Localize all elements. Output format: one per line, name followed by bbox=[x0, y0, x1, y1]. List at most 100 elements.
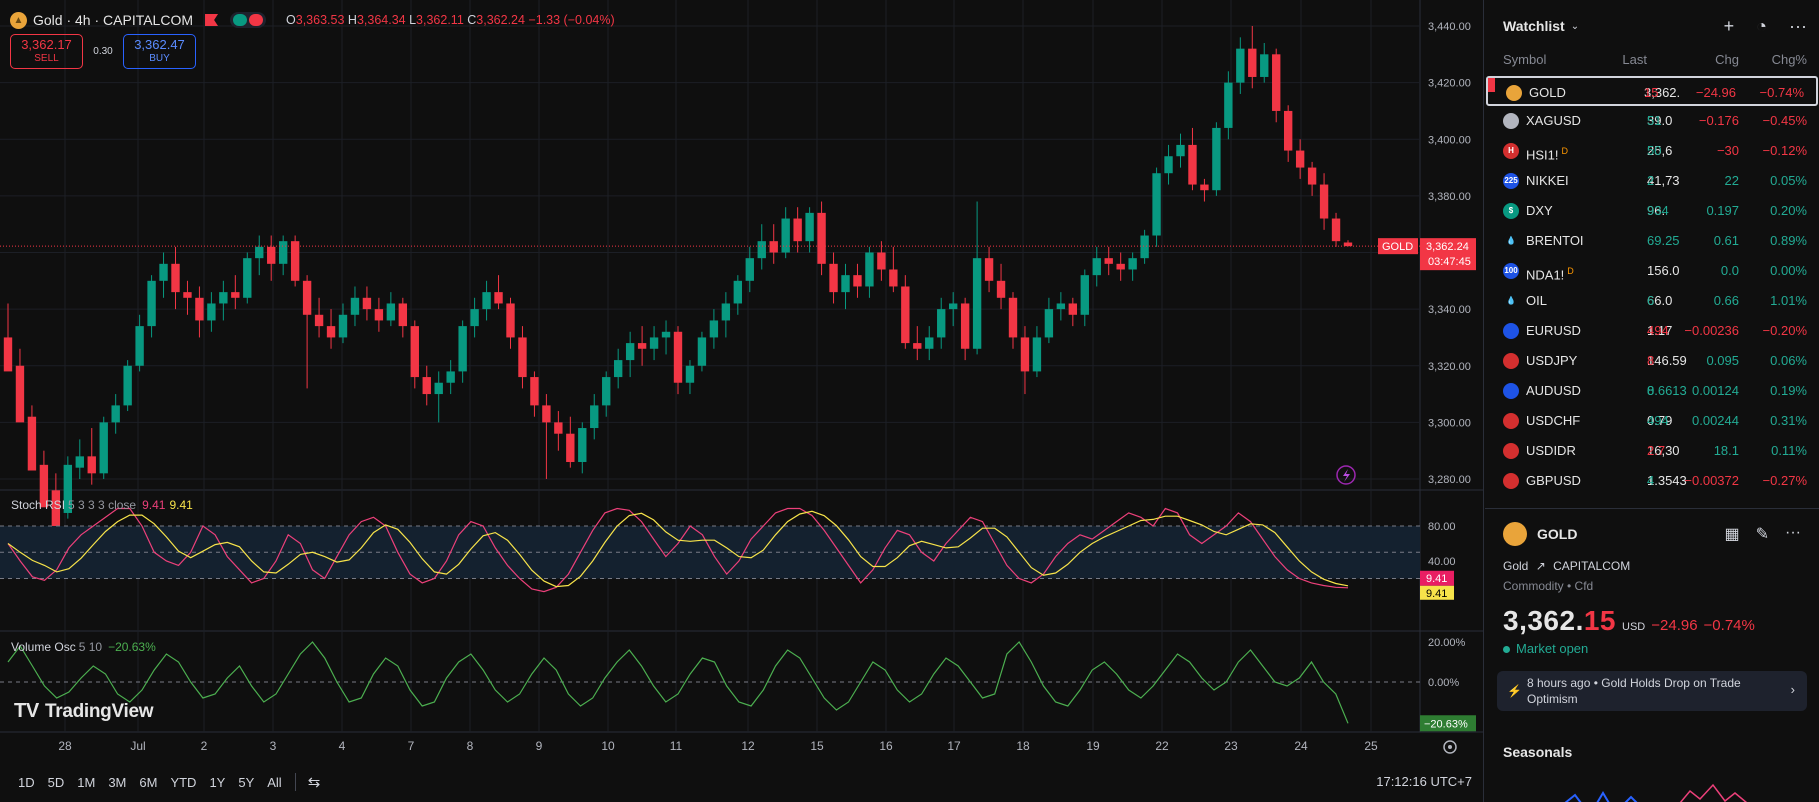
candle bbox=[793, 207, 802, 253]
symbol-icon: $ bbox=[1503, 203, 1519, 219]
delayed-badge: D bbox=[1567, 266, 1574, 276]
symbol-icon bbox=[1503, 413, 1519, 429]
detail-symbol-name[interactable]: GOLD bbox=[1537, 526, 1578, 542]
chevron-right-icon: › bbox=[1790, 682, 1795, 697]
more-icon[interactable]: ··· bbox=[1789, 15, 1807, 36]
watchlist-row-usdidr[interactable]: USDIDR 16,30 2.7 18.1 0.11% bbox=[1485, 436, 1819, 466]
time-tick-label: 24 bbox=[1294, 739, 1308, 753]
range-6m[interactable]: 6M bbox=[139, 774, 158, 790]
advanced-view-icon[interactable]: ◔ bbox=[1756, 15, 1768, 36]
watchlist-title[interactable]: Watchlist bbox=[1503, 18, 1565, 34]
col-chg-pct[interactable]: Chg% bbox=[1771, 52, 1807, 67]
detail-subtitle: Gold ↗ CAPITALCOM bbox=[1503, 559, 1631, 573]
symbol-name: OIL bbox=[1526, 293, 1547, 308]
candle bbox=[219, 280, 228, 321]
watchlist-row-gold[interactable]: GOLD 3,362. 15 −24.96 −0.74% bbox=[1486, 76, 1818, 106]
candle bbox=[602, 371, 611, 417]
range-ytd[interactable]: YTD bbox=[170, 774, 197, 790]
stoch-rsi-legend[interactable]: Stoch RSI 5 3 3 3 close 9.41 9.41 bbox=[11, 498, 193, 512]
chart-area[interactable]: 3,440.003,420.003,400.003,380.003,360.00… bbox=[0, 0, 1484, 802]
candle bbox=[255, 235, 264, 276]
date-range-icon[interactable]: ⇆ bbox=[307, 774, 321, 791]
price-tick-label: 3,400.00 bbox=[1428, 134, 1471, 146]
lightning-icon[interactable] bbox=[1336, 465, 1356, 485]
watchlist-row-dxy[interactable]: $ DXY 96. 934 0.197 0.20% bbox=[1485, 196, 1819, 226]
settings-gear-icon[interactable] bbox=[1443, 740, 1457, 754]
watchlist-row-audusd[interactable]: AUDUSD 0.6613 8 0.00124 0.19% bbox=[1485, 376, 1819, 406]
candle bbox=[757, 224, 766, 270]
price-tick-label: 3,300.00 bbox=[1428, 417, 1471, 429]
seasonals-title[interactable]: Seasonals bbox=[1503, 744, 1573, 760]
candle bbox=[1343, 240, 1353, 247]
flag-icon[interactable] bbox=[205, 14, 219, 26]
candle bbox=[1248, 26, 1257, 89]
edit-icon[interactable]: ✎ bbox=[1755, 526, 1770, 543]
news-item[interactable]: ⚡ 8 hours ago • Gold Holds Drop on Trade… bbox=[1497, 671, 1807, 711]
range-all[interactable]: All bbox=[267, 774, 282, 790]
watchlist-row-hsi1[interactable]: H HSI1! D 25,6 50 −30 −0.12% bbox=[1485, 136, 1819, 166]
change-percent: 0.05% bbox=[1770, 173, 1807, 188]
range-5d[interactable]: 5D bbox=[47, 774, 65, 790]
candle bbox=[865, 246, 874, 298]
change-percent: −0.27% bbox=[1762, 473, 1807, 488]
candle bbox=[925, 326, 934, 361]
watchlist-row-brentoi[interactable]: 💧 BRENTOI 69.25 0.61 0.89% bbox=[1485, 226, 1819, 256]
candle bbox=[566, 416, 575, 468]
change-percent: 1.01% bbox=[1770, 293, 1807, 308]
watchlist-row-nda1[interactable]: 100 NDA1! D 156.0 0.0 0.00% bbox=[1485, 256, 1819, 286]
candle bbox=[1319, 173, 1329, 230]
watchlist-row-usdjpy[interactable]: USDJPY 146.59 8 0.095 0.06% bbox=[1485, 346, 1819, 376]
spread-value: 0.30 bbox=[93, 46, 113, 57]
right-panel: Watchlist ⌄ + ◔ ··· Symbol Last Chg Chg%… bbox=[1485, 0, 1819, 802]
more-icon[interactable]: ··· bbox=[1785, 524, 1801, 541]
candle bbox=[877, 241, 886, 281]
tradingview-logo[interactable]: TV TradingView bbox=[14, 700, 154, 722]
candle bbox=[530, 371, 539, 417]
add-symbol-icon[interactable]: + bbox=[1723, 15, 1735, 36]
col-symbol[interactable]: Symbol bbox=[1503, 52, 1547, 67]
vol-osc-badge-text: −20.63% bbox=[1424, 718, 1468, 730]
clock[interactable]: 17:12:16 UTC+7 bbox=[1376, 774, 1472, 789]
range-3m[interactable]: 3M bbox=[108, 774, 127, 790]
watchlist-row-usdchf[interactable]: USDCHF 0.79 494 0.00244 0.31% bbox=[1485, 406, 1819, 436]
sell-button[interactable]: 3,362.17 SELL bbox=[10, 34, 83, 69]
range-1m[interactable]: 1M bbox=[77, 774, 96, 790]
symbol-price-tag bbox=[1378, 238, 1418, 255]
watchlist-row-nikkei[interactable]: 225 NIKKEI 41,73 2 22 0.05% bbox=[1485, 166, 1819, 196]
range-1d[interactable]: 1D bbox=[18, 774, 35, 790]
visibility-toggle[interactable] bbox=[230, 12, 267, 28]
symbol-icon bbox=[1503, 383, 1519, 399]
candle bbox=[996, 263, 1006, 310]
candle bbox=[1164, 144, 1173, 185]
change-percent: 0.06% bbox=[1770, 353, 1807, 368]
col-chg[interactable]: Chg bbox=[1715, 52, 1739, 67]
change-value: 0.095 bbox=[1706, 353, 1739, 368]
external-link-icon[interactable]: ↗ bbox=[1535, 559, 1546, 573]
grid-icon[interactable]: ▦ bbox=[1724, 526, 1740, 543]
candle bbox=[482, 280, 491, 321]
candle bbox=[673, 326, 683, 395]
candle bbox=[326, 309, 336, 349]
symbol-title[interactable]: Gold · 4h · CAPITALCOM bbox=[33, 12, 194, 28]
volume-osc-legend[interactable]: Volume Osc 5 10 −20.63% bbox=[11, 640, 156, 654]
stoch-k-badge-text: 9.41 bbox=[1426, 573, 1447, 585]
candle bbox=[278, 235, 288, 276]
watchlist-row-xagusd[interactable]: XAGUSD 39.0 51 −0.176 −0.45% bbox=[1485, 106, 1819, 136]
watchlist-row-gbpusd[interactable]: GBPUSD 1.3543 4 −0.00372 −0.27% bbox=[1485, 466, 1819, 496]
price-chart[interactable]: 3,440.003,420.003,400.003,380.003,360.00… bbox=[0, 0, 1484, 762]
symbol-icon: H bbox=[1503, 143, 1519, 159]
range-1y[interactable]: 1Y bbox=[209, 774, 226, 790]
candle bbox=[111, 394, 120, 434]
candle bbox=[1080, 269, 1089, 327]
change-value: −0.00372 bbox=[1684, 473, 1739, 488]
col-last[interactable]: Last bbox=[1622, 52, 1647, 67]
time-tick-label: 12 bbox=[741, 739, 755, 753]
time-tick-label: 8 bbox=[467, 739, 474, 753]
chevron-down-icon[interactable]: ⌄ bbox=[1570, 20, 1580, 32]
candle bbox=[1056, 292, 1066, 321]
watchlist-row-eurusd[interactable]: EURUSD 1.17 494 −0.00236 −0.20% bbox=[1485, 316, 1819, 346]
detail-exchange[interactable]: CAPITALCOM bbox=[1553, 559, 1631, 573]
range-5y[interactable]: 5Y bbox=[238, 774, 255, 790]
watchlist-row-oil[interactable]: 💧 OIL 66.0 6 0.66 1.01% bbox=[1485, 286, 1819, 316]
buy-button[interactable]: 3,362.47 BUY bbox=[123, 34, 196, 69]
